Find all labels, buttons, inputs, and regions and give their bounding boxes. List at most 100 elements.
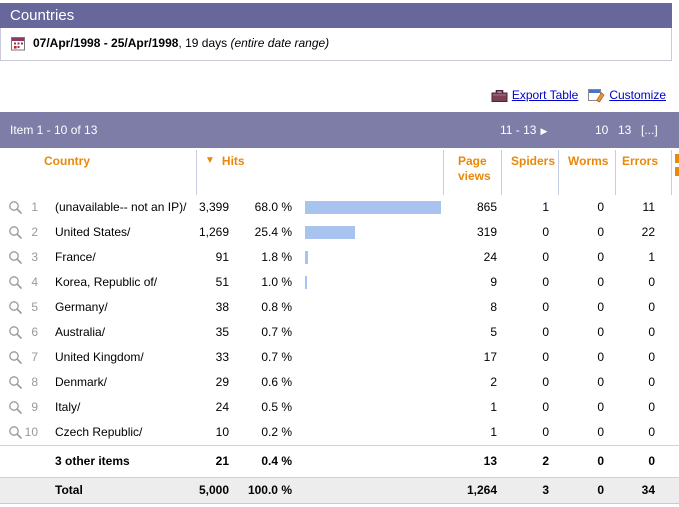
row-rank: 10 bbox=[24, 425, 38, 439]
column-header-page-views[interactable]: Page views bbox=[458, 154, 491, 183]
row-spiders: 0 bbox=[542, 325, 549, 339]
date-range-text: 07/Apr/1998 - 25/Apr/1998, 19 days (enti… bbox=[33, 28, 329, 58]
page-size-link-more[interactable]: [...] bbox=[641, 123, 658, 137]
row-page-views: 24 bbox=[483, 250, 497, 264]
table-body: 1 (unavailable-- not an IP)/ 3,399 68.0 … bbox=[0, 195, 679, 445]
row-errors: 0 bbox=[648, 375, 655, 389]
row-hits: 24 bbox=[215, 400, 229, 414]
column-header-errors[interactable]: Errors bbox=[622, 154, 659, 168]
zoom-drilldown-icon[interactable] bbox=[8, 275, 23, 290]
row-hits-pct: 1.8 % bbox=[261, 250, 292, 264]
table-row: 7 United Kingdom/ 33 0.7 % 17 0 0 0 bbox=[0, 345, 679, 370]
hits-bar bbox=[305, 226, 355, 239]
row-country: United States/ bbox=[55, 225, 131, 239]
row-rank: 1 bbox=[31, 200, 38, 214]
hits-bar bbox=[305, 201, 441, 214]
row-rank: 5 bbox=[31, 300, 38, 314]
row-rank: 4 bbox=[31, 275, 38, 289]
hits-bar bbox=[305, 251, 308, 264]
row-hits-pct: 0.7 % bbox=[261, 325, 292, 339]
zoom-drilldown-icon[interactable] bbox=[8, 400, 23, 415]
row-hits: 3,399 bbox=[198, 200, 229, 214]
date-range-note: (entire date range) bbox=[230, 36, 330, 50]
zoom-drilldown-icon[interactable] bbox=[8, 300, 23, 315]
zoom-drilldown-icon[interactable] bbox=[8, 325, 23, 340]
page-size-link-13[interactable]: 13 bbox=[618, 123, 632, 137]
row-hits-pct: 0.8 % bbox=[261, 300, 292, 314]
row-errors: 0 bbox=[648, 350, 655, 364]
row-worms: 0 bbox=[597, 225, 604, 239]
next-items-link[interactable]: 11 - 13 ▶ bbox=[500, 112, 547, 149]
page-title-bar: Countries bbox=[0, 3, 672, 28]
row-country: United Kingdom/ bbox=[55, 350, 144, 364]
clipped-next-column-header bbox=[675, 154, 679, 163]
row-worms: 0 bbox=[597, 325, 604, 339]
table-actions: Export Table Customize bbox=[491, 86, 666, 104]
other-items-hits-pct: 0.4 % bbox=[261, 454, 292, 468]
total-hits: 5,000 bbox=[198, 483, 229, 497]
row-page-views: 1 bbox=[490, 425, 497, 439]
row-hits: 29 bbox=[215, 375, 229, 389]
zoom-drilldown-icon[interactable] bbox=[8, 200, 23, 215]
row-hits: 33 bbox=[215, 350, 229, 364]
column-divider bbox=[671, 150, 672, 195]
total-row: Total 5,000 100.0 % 1,264 3 0 34 bbox=[0, 477, 679, 504]
row-page-views: 8 bbox=[490, 300, 497, 314]
table-row: 4 Korea, Republic of/ 51 1.0 % 9 0 0 0 bbox=[0, 270, 679, 295]
row-worms: 0 bbox=[597, 375, 604, 389]
column-header-country[interactable]: Country bbox=[44, 154, 90, 168]
row-rank: 9 bbox=[31, 400, 38, 414]
page-size-link-10[interactable]: 10 bbox=[595, 123, 609, 137]
row-rank: 6 bbox=[31, 325, 38, 339]
table-row: 2 United States/ 1,269 25.4 % 319 0 0 22 bbox=[0, 220, 679, 245]
row-worms: 0 bbox=[597, 350, 604, 364]
row-spiders: 0 bbox=[542, 225, 549, 239]
total-hits-pct: 100.0 % bbox=[247, 483, 292, 497]
zoom-drilldown-icon[interactable] bbox=[8, 225, 23, 240]
row-spiders: 0 bbox=[542, 375, 549, 389]
row-page-views: 9 bbox=[490, 275, 497, 289]
row-spiders: 0 bbox=[542, 350, 549, 364]
hits-header-label: Hits bbox=[221, 154, 245, 168]
zoom-drilldown-icon[interactable] bbox=[8, 425, 23, 440]
row-country: Czech Republic/ bbox=[55, 425, 143, 439]
zoom-drilldown-icon[interactable] bbox=[8, 350, 23, 365]
zoom-drilldown-icon[interactable] bbox=[8, 250, 23, 265]
other-items-page-views: 13 bbox=[483, 454, 497, 468]
column-divider bbox=[615, 150, 616, 195]
table-row: 8 Denmark/ 29 0.6 % 2 0 0 0 bbox=[0, 370, 679, 395]
column-divider bbox=[443, 150, 444, 195]
table-header-row: Country ▼ Hits Page views Spiders Worms E… bbox=[0, 148, 679, 195]
row-worms: 0 bbox=[597, 275, 604, 289]
row-spiders: 0 bbox=[542, 400, 549, 414]
row-spiders: 0 bbox=[542, 300, 549, 314]
column-header-hits[interactable]: ▼ Hits bbox=[205, 154, 245, 169]
column-divider bbox=[196, 150, 197, 195]
zoom-drilldown-icon[interactable] bbox=[8, 375, 23, 390]
row-country: (unavailable-- not an IP)/ bbox=[55, 200, 187, 214]
row-rank: 8 bbox=[31, 375, 38, 389]
row-page-views: 319 bbox=[476, 225, 497, 239]
export-table-button[interactable]: Export Table bbox=[491, 88, 579, 103]
column-header-spiders[interactable]: Spiders bbox=[511, 154, 556, 168]
table-row: 6 Australia/ 35 0.7 % 5 0 0 0 bbox=[0, 320, 679, 345]
column-header-worms[interactable]: Worms bbox=[568, 154, 609, 168]
row-spiders: 1 bbox=[542, 200, 549, 214]
customize-button[interactable]: Customize bbox=[588, 88, 666, 103]
total-label: Total bbox=[55, 483, 83, 497]
table-row: 10 Czech Republic/ 10 0.2 % 1 0 0 0 bbox=[0, 420, 679, 445]
export-table-label: Export Table bbox=[511, 88, 579, 102]
table-row: 5 Germany/ 38 0.8 % 8 0 0 0 bbox=[0, 295, 679, 320]
total-worms: 0 bbox=[597, 483, 604, 497]
row-hits-pct: 68.0 % bbox=[254, 200, 292, 214]
row-page-views: 17 bbox=[483, 350, 497, 364]
row-spiders: 0 bbox=[542, 275, 549, 289]
total-page-views: 1,264 bbox=[466, 483, 497, 497]
other-items-hits: 21 bbox=[215, 454, 229, 468]
row-page-views: 1 bbox=[490, 400, 497, 414]
row-errors: 1 bbox=[648, 250, 655, 264]
row-page-views: 5 bbox=[490, 325, 497, 339]
row-worms: 0 bbox=[597, 250, 604, 264]
row-country: France/ bbox=[55, 250, 96, 264]
row-errors: 0 bbox=[648, 425, 655, 439]
